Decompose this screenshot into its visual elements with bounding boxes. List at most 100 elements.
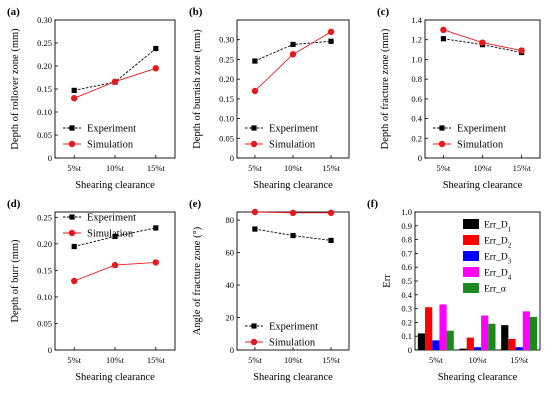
x-axis-label: Shearing clearance xyxy=(75,180,155,191)
y-tick-label: 40 xyxy=(226,280,235,290)
y-tick-label: 0.25 xyxy=(37,38,52,48)
y-tick-label: 0 xyxy=(48,153,52,163)
panel-label: (f) xyxy=(367,198,378,210)
x-tick-label: 10%t xyxy=(469,355,488,365)
y-axis-label: Depth of rollover zone (mm) xyxy=(10,28,21,150)
y-tick-label: 0.15 xyxy=(37,84,52,94)
y-tick-label: 0.1 xyxy=(401,331,412,341)
y-tick-label: 0 xyxy=(230,153,234,163)
y-tick-label: 0.8 xyxy=(401,235,412,245)
data-point-simulation xyxy=(71,95,78,102)
data-point-experiment xyxy=(71,243,77,250)
legend-swatch xyxy=(463,219,479,229)
y-tick-label: 0.6 xyxy=(401,262,412,272)
x-tick-label: 15%t xyxy=(322,355,341,365)
data-point-experiment xyxy=(328,38,334,44)
series-line-experiment xyxy=(254,228,332,241)
y-tick-label: 0.05 xyxy=(219,133,234,143)
panel-label: (a) xyxy=(7,6,20,18)
bar xyxy=(425,307,433,350)
x-tick-label: 5%t xyxy=(248,355,262,365)
legend-marker xyxy=(68,140,76,148)
legend-marker xyxy=(68,229,76,237)
bar xyxy=(515,347,523,350)
data-point-simulation xyxy=(327,28,335,36)
legend-swatch xyxy=(463,235,479,245)
legend-marker xyxy=(439,125,445,131)
legend-label-simulation: Simulation xyxy=(269,338,316,349)
y-tick-label: 1.0 xyxy=(401,207,412,217)
x-tick-label: 10%t xyxy=(106,355,125,365)
data-point-experiment xyxy=(290,41,296,48)
x-tick-label: 10%t xyxy=(474,163,493,173)
legend-subscript: 2 xyxy=(508,242,512,250)
legend-label-experiment: Experiment xyxy=(269,322,318,333)
y-tick-label: 0.10 xyxy=(37,292,52,302)
data-point-simulation xyxy=(251,208,259,216)
y-tick-label: 0 xyxy=(408,345,412,355)
legend-marker xyxy=(250,140,258,148)
y-tick-label: 0 xyxy=(230,345,234,355)
y-axis-label: Err xyxy=(382,274,393,288)
legend-label-simulation: Simulation xyxy=(87,229,134,240)
data-point-simulation xyxy=(251,87,259,95)
legend-marker xyxy=(250,338,258,346)
legend-label: Err_D4 xyxy=(484,269,512,282)
y-tick-label: 0.7 xyxy=(401,248,412,258)
y-tick-label: 0.15 xyxy=(37,265,52,275)
data-point-experiment xyxy=(252,226,258,232)
y-axis-label: Depth of burr (mm) xyxy=(10,239,21,323)
bar xyxy=(459,348,467,350)
y-tick-label: 0.20 xyxy=(219,74,234,84)
bar xyxy=(446,330,454,350)
data-point-simulation xyxy=(479,39,486,46)
legend-label-experiment: Experiment xyxy=(87,213,136,224)
x-axis-label: Shearing clearance xyxy=(438,372,518,383)
legend-marker xyxy=(69,125,75,131)
legend-label: Err_α xyxy=(484,285,506,295)
y-tick-label: 0.6 xyxy=(411,94,422,104)
data-point-experiment xyxy=(112,233,118,240)
bar xyxy=(432,340,440,350)
panel-label: (c) xyxy=(377,6,390,18)
data-point-simulation xyxy=(152,259,159,266)
x-tick-label: 5%t xyxy=(67,355,81,365)
x-axis-label: Shearing clearance xyxy=(443,180,523,191)
y-tick-label: 80 xyxy=(226,215,235,225)
y-tick-label: 0.25 xyxy=(37,212,52,222)
series-line-experiment xyxy=(443,38,522,53)
legend-label-simulation: Simulation xyxy=(457,140,504,151)
y-axis-label: Angle of fracture zone (°) xyxy=(192,226,203,335)
bar xyxy=(466,337,474,350)
legend-label-simulation: Simulation xyxy=(87,140,134,151)
bar xyxy=(481,315,489,350)
y-tick-label: 0.30 xyxy=(37,15,52,25)
data-point-experiment xyxy=(252,58,258,64)
data-point-simulation xyxy=(327,209,335,217)
y-tick-label: 0.05 xyxy=(37,130,52,140)
x-tick-label: 10%t xyxy=(106,163,125,173)
x-axis-label: Shearing clearance xyxy=(253,180,333,191)
legend-marker xyxy=(251,125,257,131)
x-tick-label: 15%t xyxy=(513,163,532,173)
y-tick-label: 20 xyxy=(226,313,235,323)
y-tick-label: 1.4 xyxy=(411,15,422,25)
bar xyxy=(439,304,447,350)
y-tick-label: 0 xyxy=(418,153,422,163)
legend-label-experiment: Experiment xyxy=(87,124,136,135)
y-tick-label: 0.2 xyxy=(411,133,422,143)
x-axis-label: Shearing clearance xyxy=(253,372,333,383)
bar xyxy=(529,316,538,350)
x-tick-label: 5%t xyxy=(429,355,443,365)
data-point-experiment xyxy=(153,45,159,52)
y-tick-label: 60 xyxy=(226,248,235,258)
data-point-simulation xyxy=(289,51,297,58)
data-point-simulation xyxy=(518,47,525,54)
panel-b: (b) 0 0.05 0.10 0.15 0.20 0.25 0.30 5%t 10%t 15%t S… xyxy=(189,6,350,191)
legend-subscript: 3 xyxy=(508,258,512,266)
y-tick-label: 0.4 xyxy=(401,290,412,300)
data-point-simulation xyxy=(152,65,159,72)
bar xyxy=(508,338,516,350)
y-axis-label: Depth of burnish zone (mm) xyxy=(192,29,203,149)
